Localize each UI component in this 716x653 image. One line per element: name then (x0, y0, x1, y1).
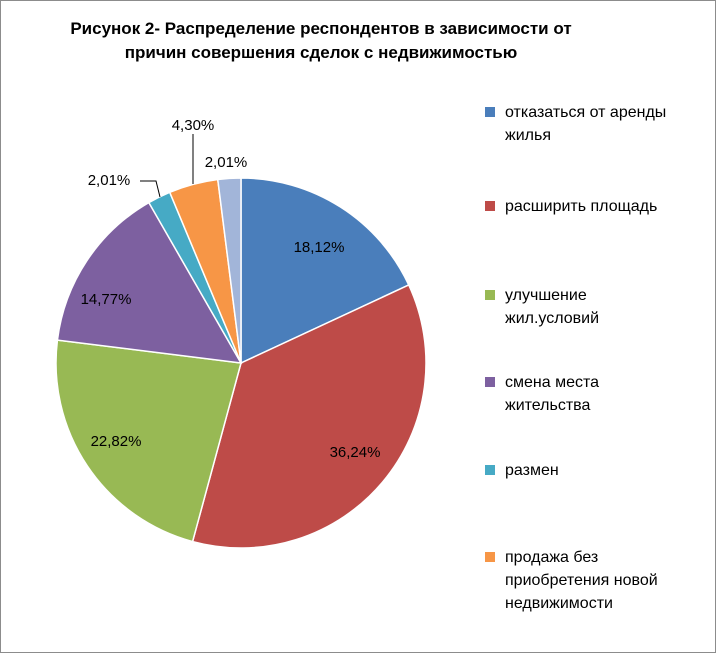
legend-label-3: улучшение жил.условий (505, 287, 600, 327)
legend-label-4: смена места жительства (505, 374, 600, 414)
legend-swatch-3 (485, 290, 495, 300)
pie-slice-4 (56, 201, 243, 364)
data-label-7: 2,01% (205, 154, 248, 171)
data-label-2: 36,24% (330, 444, 381, 461)
leader-line-5 (140, 180, 161, 198)
pie-slice-2 (191, 283, 427, 549)
pie-slice-7 (216, 177, 242, 364)
legend-swatch-1 (485, 107, 495, 117)
data-label-1: 18,12% (294, 239, 345, 256)
data-label-6: 4,30% (172, 117, 215, 134)
data-label-5: 2,01% (88, 172, 131, 189)
chart-title: Рисунок 2- Распределение респондентов в … (41, 17, 601, 65)
legend-label-2: расширить площадь (505, 198, 658, 215)
legend-swatch-6 (485, 552, 495, 562)
legend-label-5: размен (505, 462, 559, 479)
legend-swatch-4 (485, 377, 495, 387)
data-label-4: 14,77% (81, 291, 132, 308)
chart-title-line-2: причин совершения сделок с недвижимостью (124, 43, 518, 62)
pie-slice-1 (240, 177, 410, 365)
data-label-3: 22,82% (91, 433, 142, 450)
pie-slice-3 (55, 339, 242, 543)
legend-swatch-2 (485, 201, 495, 211)
legend-swatch-5 (485, 465, 495, 475)
chart-title-line-1: Рисунок 2- Распределение респондентов в … (70, 19, 572, 38)
legend-label-1: отказаться от аренды жилья (505, 104, 667, 144)
legend-label-6: продажа без приобретения новой недвижимо… (505, 549, 658, 612)
